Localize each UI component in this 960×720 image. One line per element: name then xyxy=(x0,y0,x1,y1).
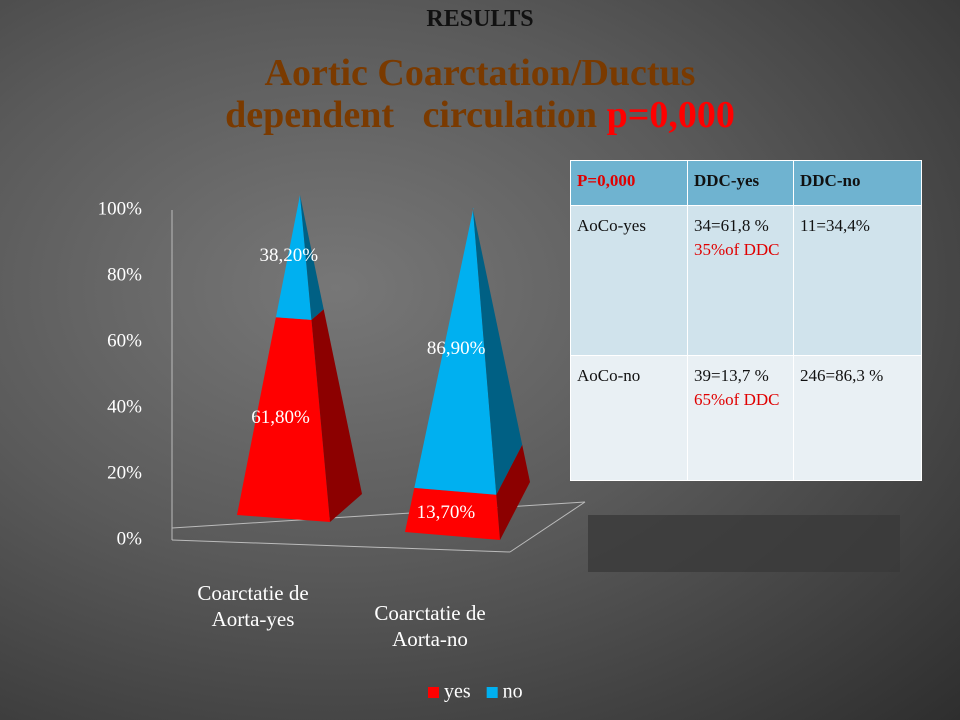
y-tick-label: 20% xyxy=(107,462,142,483)
data-label: 86,90% xyxy=(427,338,486,359)
header-cell: DDC-yes xyxy=(687,160,794,206)
cell-text: 34=61,8 % xyxy=(694,216,769,235)
legend-swatch xyxy=(428,687,439,698)
side-face xyxy=(496,444,530,540)
header-cell: P=0,000 xyxy=(570,160,688,206)
y-tick-label: 80% xyxy=(107,264,142,285)
header-cell: DDC-no xyxy=(793,160,922,206)
y-tick-label: 100% xyxy=(98,198,143,219)
legend-label: yes xyxy=(444,681,471,703)
front-face xyxy=(237,317,330,522)
y-tick-label: 60% xyxy=(107,330,142,351)
side-face xyxy=(472,208,523,495)
kicker: RESULTS xyxy=(426,6,534,32)
data-label: 13,70% xyxy=(417,502,476,523)
axis-frame xyxy=(171,210,586,553)
x-tick-label: Coarctatie de Aorta-no xyxy=(374,601,486,651)
table-row: AoCo-yes 34=61,8 % 35%of DDC 11=34,4% xyxy=(570,205,922,356)
table-cell: AoCo-yes xyxy=(570,205,688,356)
table-cell: 39=13,7 % 65%of DDC xyxy=(687,355,794,481)
cell-note: 35%of DDC xyxy=(694,240,780,259)
data-table: P=0,000 DDC-yes DDC-no AoCo-yes 34=61,8 % 35%… xyxy=(570,160,922,481)
data-label: 61,80% xyxy=(251,407,310,428)
side-face xyxy=(311,309,362,522)
cell-text: 246=86,3 % xyxy=(800,366,884,385)
legend-label: no xyxy=(503,681,523,703)
title-line: dependent circulation xyxy=(225,94,598,136)
y-tick-label: 40% xyxy=(107,396,142,417)
front-face xyxy=(275,195,312,320)
table-cell: 34=61,8 % 35%of DDC xyxy=(687,205,794,356)
pyramid-segment xyxy=(414,208,523,495)
y-tick-label: 0% xyxy=(117,528,143,549)
cell-text: AoCo-yes xyxy=(577,216,646,235)
title: Aortic Coarctation/Ductus dependent circ… xyxy=(0,52,960,136)
cell-text: 11=34,4% xyxy=(800,216,870,235)
table-cell: 246=86,3 % xyxy=(793,355,922,481)
side-face xyxy=(300,195,324,320)
p-value: p=0,000 xyxy=(606,94,735,136)
pyramid-segment xyxy=(237,309,362,522)
pyramid-segment xyxy=(405,444,530,540)
cell-text: AoCo-no xyxy=(577,366,641,385)
legend-swatch xyxy=(486,687,498,698)
pyramid-segment xyxy=(275,195,324,320)
front-face xyxy=(405,487,500,540)
data-label: 38,20% xyxy=(260,245,319,266)
shadow xyxy=(588,515,900,572)
table-row: AoCo-no 39=13,7 % 65%of DDC 246=86,3 % xyxy=(570,355,922,481)
table-header-row: P=0,000 DDC-yes DDC-no xyxy=(570,160,922,206)
cell-text: 39=13,7 % xyxy=(694,366,769,385)
table-cell: 11=34,4% xyxy=(793,205,922,356)
title-line: Aortic Coarctation/Ductus xyxy=(264,52,696,94)
table-cell: AoCo-no xyxy=(570,355,688,481)
x-tick-label: Coarctatie de Aorta-yes xyxy=(197,581,309,631)
front-face xyxy=(414,208,497,495)
cell-note: 65%of DDC xyxy=(694,390,780,409)
